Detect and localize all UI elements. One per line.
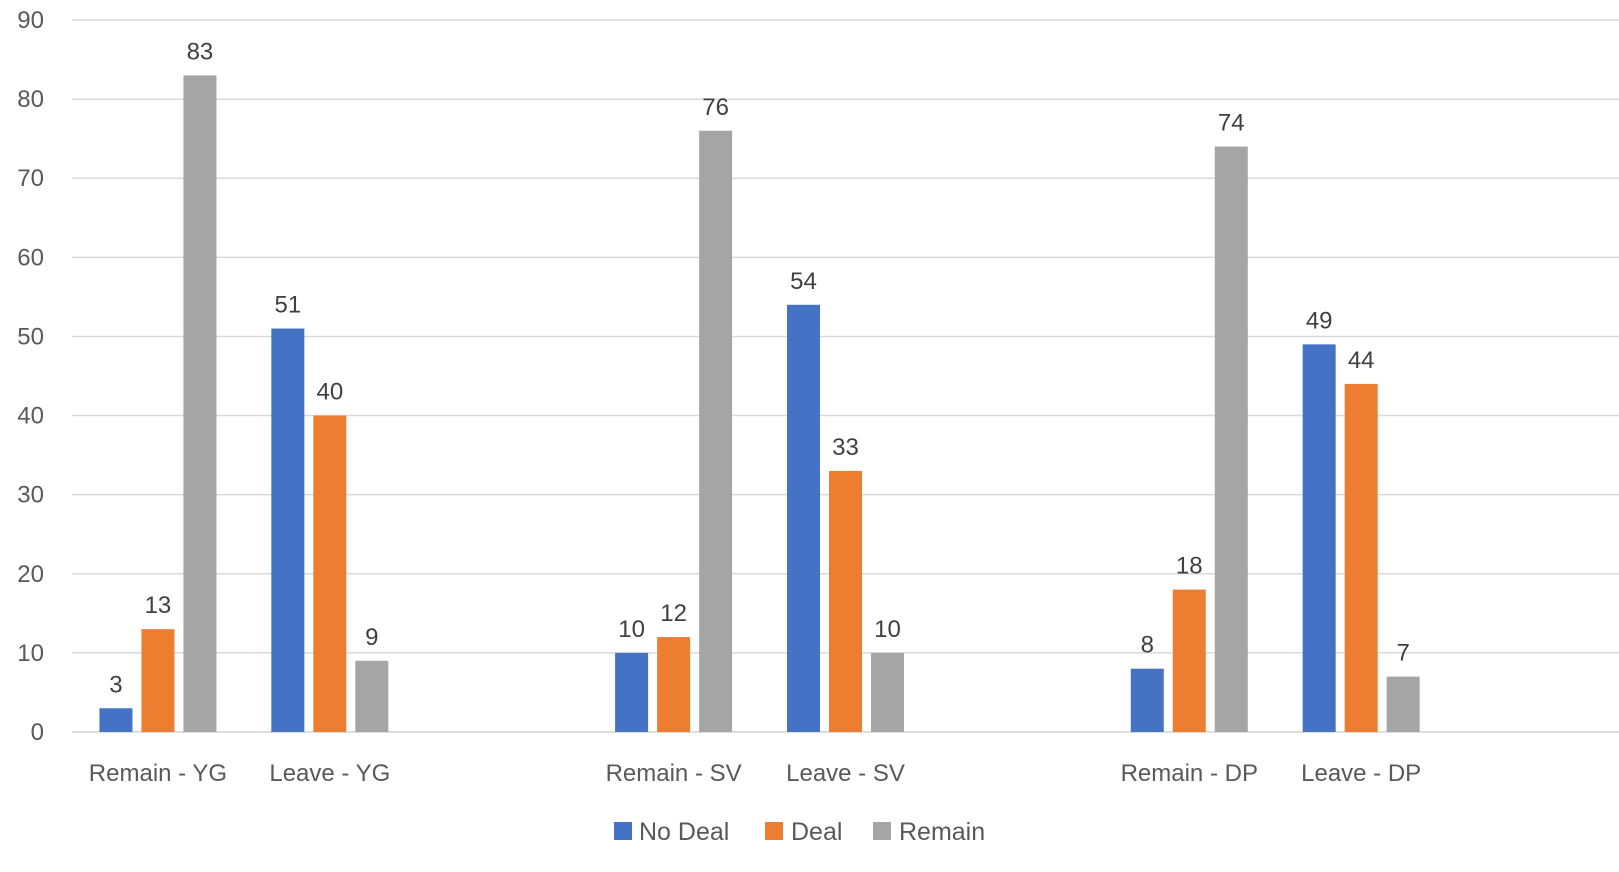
y-tick-label: 60: [17, 244, 44, 271]
y-tick-label: 40: [17, 403, 44, 430]
y-tick-label: 20: [17, 561, 44, 588]
data-label: 8: [1141, 632, 1154, 659]
data-label: 10: [874, 616, 901, 643]
bar-deal: [1172, 589, 1206, 732]
data-label: 49: [1306, 307, 1333, 334]
data-labels: 3 13 83 51 40 9 10 12 76 54 33 10 8 18 74 49 44 7: [109, 38, 1410, 698]
y-tick-label: 50: [17, 323, 44, 350]
bar-no-deal: [271, 328, 305, 732]
legend-swatch: [873, 822, 891, 840]
bar-deal: [313, 415, 347, 732]
legend-label: No Deal: [639, 818, 729, 846]
data-label: 3: [109, 671, 122, 698]
y-tick-label: 10: [17, 640, 44, 667]
legend-swatch: [614, 822, 632, 840]
x-axis-labels: Remain - YG Leave - YG Remain - SV Leave - …: [89, 760, 1421, 787]
data-label: 7: [1396, 640, 1409, 667]
bar-remain: [1386, 676, 1420, 732]
data-label: 10: [618, 616, 645, 643]
bar-no-deal: [1302, 344, 1336, 732]
bar-remain: [183, 75, 217, 732]
data-label: 44: [1348, 347, 1375, 374]
legend: No Deal Deal Remain: [614, 818, 985, 846]
bar-remain: [1214, 146, 1248, 733]
bar-deal: [657, 637, 691, 732]
data-label: 9: [365, 624, 378, 651]
data-label: 76: [702, 94, 729, 121]
x-tick-label: Leave - YG: [269, 760, 390, 787]
data-label: 74: [1218, 110, 1245, 137]
bar-remain: [699, 130, 733, 732]
legend-swatch: [765, 822, 783, 840]
bar-no-deal: [787, 304, 820, 732]
x-tick-label: Remain - YG: [89, 760, 227, 787]
x-tick-label: Remain - DP: [1121, 760, 1258, 787]
legend-label: Deal: [791, 818, 842, 846]
data-label: 18: [1176, 553, 1203, 580]
x-tick-label: Remain - SV: [606, 760, 742, 787]
data-label: 33: [832, 434, 859, 461]
legend-label: Remain: [899, 818, 985, 846]
bar-no-deal: [99, 708, 133, 732]
x-tick-label: Leave - SV: [786, 760, 905, 787]
bar-no-deal: [1130, 668, 1164, 732]
bars: [99, 75, 1420, 733]
y-tick-label: 70: [17, 165, 44, 192]
y-tick-label: 90: [17, 7, 44, 34]
y-tick-label: 0: [31, 719, 44, 746]
y-axis-ticks: 0 10 20 30 40 50 60 70 80 90: [17, 7, 44, 746]
bar-deal: [1344, 383, 1378, 732]
x-tick-label: Leave - DP: [1301, 760, 1421, 787]
bar-remain: [355, 660, 389, 732]
bar-deal: [829, 470, 862, 732]
data-label: 40: [316, 379, 343, 406]
bar-no-deal: [615, 652, 649, 732]
bar-remain: [871, 652, 904, 732]
data-label: 54: [790, 268, 817, 295]
data-label: 83: [187, 38, 214, 65]
y-tick-label: 30: [17, 482, 44, 509]
y-tick-label: 80: [17, 86, 44, 113]
bar-deal: [141, 629, 175, 732]
data-label: 13: [145, 592, 172, 619]
data-label: 51: [274, 292, 301, 319]
data-label: 12: [660, 600, 687, 627]
